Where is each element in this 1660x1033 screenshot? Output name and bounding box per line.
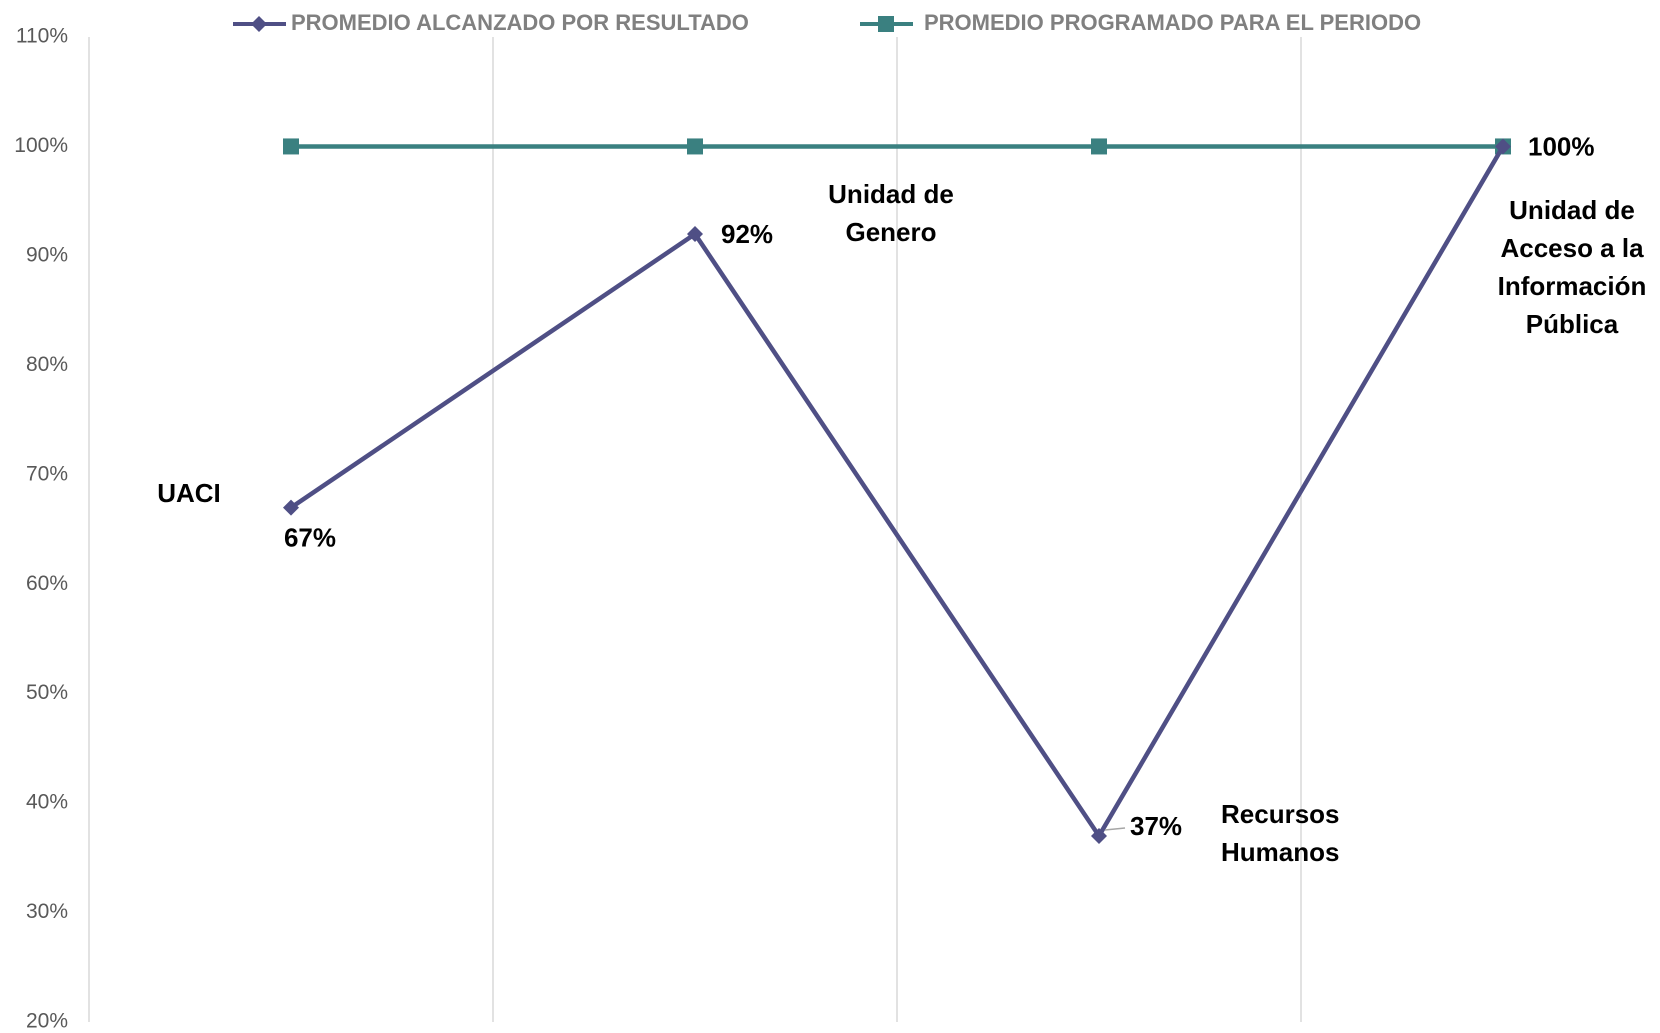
data-label: 37%	[1130, 811, 1182, 841]
y-tick-label: 110%	[16, 25, 68, 48]
y-tick-label: 100%	[14, 134, 68, 157]
marker	[283, 499, 299, 516]
y-tick-label: 90%	[26, 243, 68, 266]
legend-label: PROMEDIO ALCANZADO POR RESULTADO	[291, 10, 749, 35]
y-tick-label: 70%	[26, 462, 68, 485]
y-tick-label: 30%	[26, 900, 68, 923]
marker	[687, 138, 703, 155]
y-tick-label: 20%	[26, 1010, 68, 1033]
category-label: UACI	[157, 478, 221, 508]
y-tick-label: 40%	[26, 791, 68, 814]
data-label: 100%	[1528, 131, 1595, 161]
leader-line	[1104, 827, 1126, 831]
series-line	[289, 145, 1505, 841]
marker	[1091, 138, 1107, 155]
marker	[1495, 138, 1511, 155]
y-tick-label: 60%	[26, 572, 68, 595]
marker	[878, 16, 894, 32]
marker	[283, 138, 299, 155]
marker	[251, 16, 267, 32]
category-label: Unidad de Acceso a la Información Públic…	[1497, 195, 1647, 339]
data-label: 92%	[721, 219, 773, 249]
category-label: Recursos Humanos	[1221, 799, 1340, 867]
marker	[687, 226, 703, 242]
category-label: Unidad de Genero	[828, 179, 954, 247]
y-tick-label: 50%	[26, 681, 68, 704]
data-label: 67%	[284, 522, 336, 552]
legend-label: PROMEDIO PROGRAMADO PARA EL PERIODO	[924, 10, 1421, 35]
y-tick-label: 80%	[26, 353, 68, 376]
marker	[1091, 827, 1107, 844]
